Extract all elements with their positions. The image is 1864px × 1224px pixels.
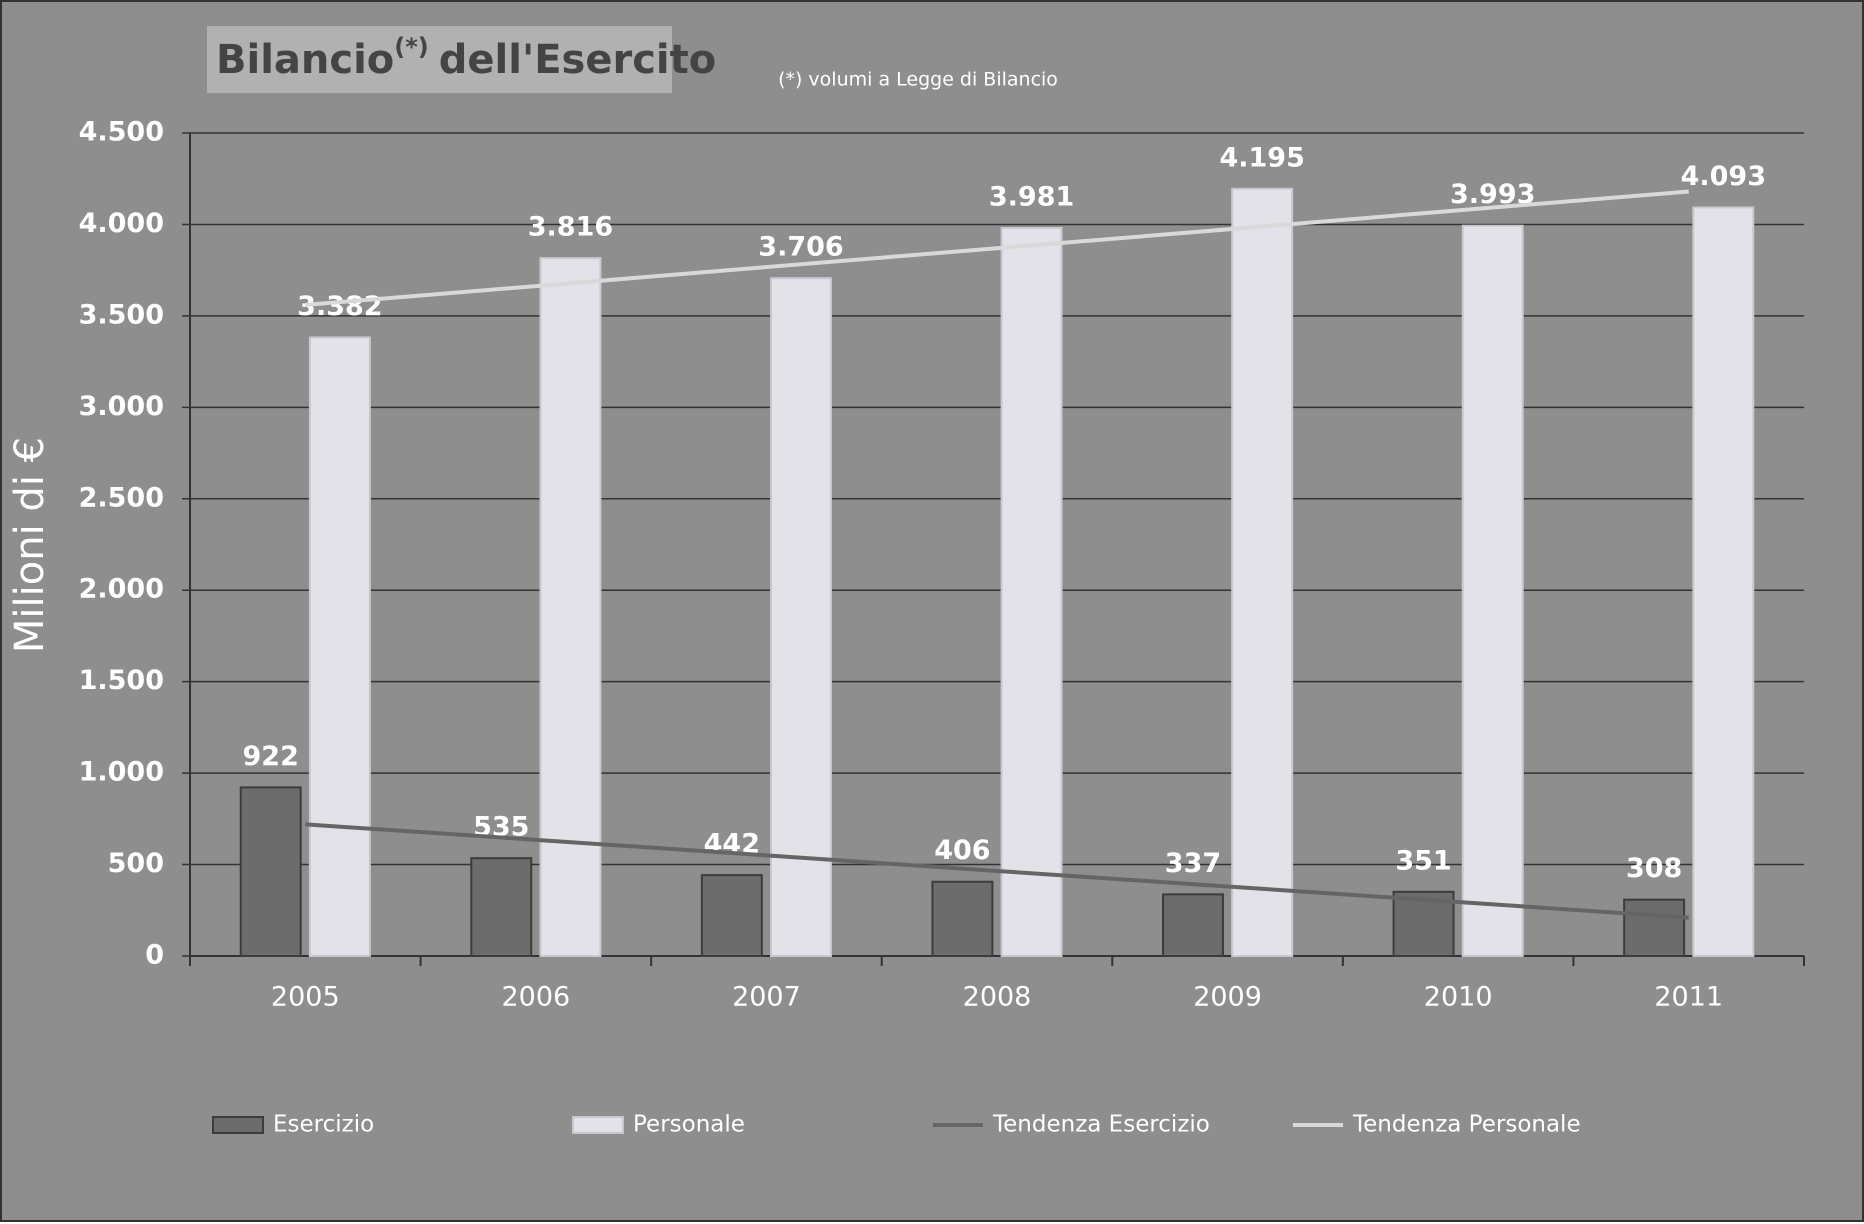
data-label: 308 (1626, 853, 1682, 884)
title-superscript: (*) (394, 33, 429, 61)
y-tick-label: 4.000 (79, 208, 164, 239)
data-label: 3.382 (297, 291, 382, 322)
y-tick-label: 500 (108, 848, 164, 879)
y-tick-label: 3.500 (79, 299, 164, 330)
bar (1623, 898, 1686, 958)
legend-label: Tendenza Esercizio (992, 1112, 1210, 1138)
title-rest: dell'Esercito (439, 37, 716, 83)
bar (931, 880, 994, 958)
data-label: 3.706 (758, 232, 843, 263)
x-tick-label: 2006 (501, 982, 570, 1013)
legend-swatch (212, 1116, 264, 1134)
bar (1461, 224, 1524, 957)
trend-line (305, 822, 1689, 920)
title-box (207, 26, 672, 93)
data-label: 406 (934, 835, 990, 866)
data-label: 351 (1395, 845, 1451, 876)
data-label: 3.981 (989, 181, 1074, 212)
y-axis-label: Milioni di € (7, 437, 53, 653)
bar (539, 257, 602, 957)
data-label: 4.195 (1219, 142, 1304, 173)
legend-label: Esercizio (273, 1112, 374, 1138)
legend-label: Personale (633, 1112, 745, 1138)
bar (770, 277, 832, 957)
y-tick-label: 3.000 (79, 391, 164, 422)
bar (308, 336, 371, 957)
bar (239, 786, 302, 958)
chart-title: Bilancio(*) dell'Esercito (216, 33, 716, 83)
x-tick-label: 2009 (1193, 982, 1262, 1013)
bar (700, 874, 763, 957)
x-tick-label: 2010 (1424, 982, 1493, 1013)
bar (1162, 893, 1224, 958)
data-label: 337 (1165, 848, 1221, 879)
bar (470, 857, 533, 957)
x-tick-label: 2008 (963, 982, 1032, 1013)
y-tick-label: 4.500 (79, 117, 164, 148)
bar (1231, 187, 1294, 957)
bar (1000, 226, 1063, 958)
y-tick-label: 2.000 (79, 574, 164, 605)
title-text: Bilancio (216, 37, 394, 83)
data-label: 3.816 (528, 212, 613, 243)
y-tick-label: 1.500 (79, 665, 164, 696)
x-tick-label: 2005 (271, 982, 340, 1013)
y-tick-label: 1.000 (79, 757, 164, 788)
data-label: 922 (243, 741, 299, 772)
data-label: 4.093 (1681, 161, 1766, 192)
bar (1692, 206, 1755, 957)
legend-swatch (572, 1116, 624, 1134)
legend-label: Tendenza Personale (1352, 1112, 1581, 1138)
subtitle: (*) volumi a Legge di Bilancio (778, 69, 1058, 91)
y-tick-label: 0 (145, 940, 164, 971)
x-tick-label: 2007 (732, 982, 801, 1013)
x-tick-label: 2011 (1654, 982, 1723, 1013)
trend-line (305, 189, 1689, 307)
y-tick-label: 2.500 (79, 482, 164, 513)
